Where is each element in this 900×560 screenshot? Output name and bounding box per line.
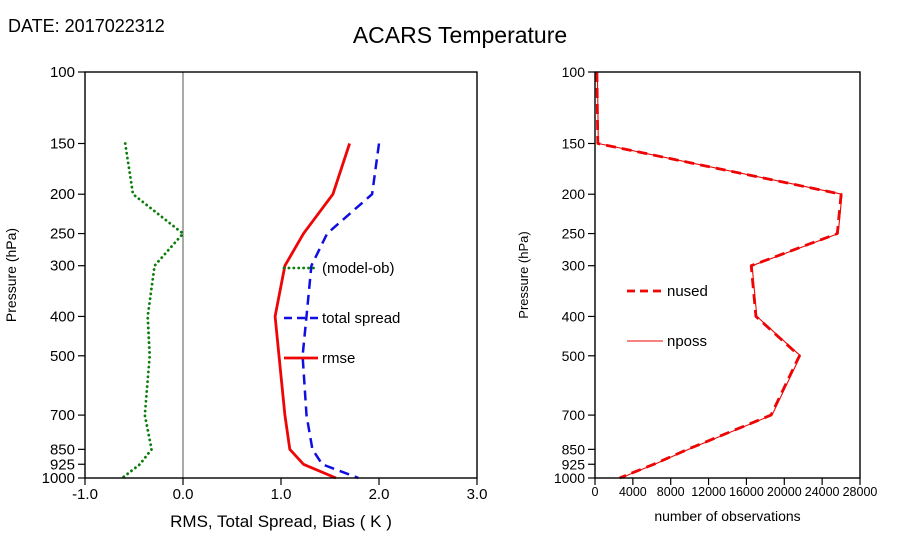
legend-label-model-ob: (model-ob) [322,260,395,277]
x-axis-title: number of observations [654,508,800,524]
y-tick-label: 300 [562,258,586,274]
x-tick-label: 0.0 [173,486,194,503]
x-tick-label: 3.0 [467,486,488,503]
y-tick-label: 200 [562,186,586,202]
date-label: DATE: 2017022312 [8,16,165,36]
y-tick-label: 400 [50,308,75,325]
x-tick-label: 4000 [619,485,647,499]
x-tick-label: 1.0 [271,486,292,503]
y-tick-label: 150 [50,135,75,152]
y-axis-title: Pressure (hPa) [516,231,531,318]
legend-label-nused: nused [667,283,708,300]
x-tick-label: 8000 [657,485,685,499]
series-line-model-ob [120,142,185,480]
x-tick-label: 12000 [691,485,726,499]
plot-frame [594,71,861,479]
legend-label-total-spread: total spread [322,310,400,327]
x-tick-label: 28000 [843,485,878,499]
y-tick-label: 1000 [42,470,75,487]
plot-frame [84,71,478,479]
y-tick-label: 850 [562,441,586,457]
y-tick-label: 100 [562,64,586,80]
y-tick-label: 500 [562,348,586,364]
x-tick-label: 24000 [805,485,840,499]
series-line-nposs [596,71,843,479]
y-tick-label: 925 [50,456,75,473]
figure-title: ACARS Temperature [352,22,568,48]
x-tick-label: 16000 [729,485,764,499]
y-tick-label: 1000 [554,470,585,486]
x-tick-label: 20000 [767,485,802,499]
x-tick-label: 0 [592,485,599,499]
right-panel: 0 4000 8000 12000 16000 20000 24000 28000 100 150… [516,64,877,524]
y-tick-label: 200 [50,186,75,203]
series-line-rmse [273,143,351,480]
y-tick-label: 925 [562,456,586,472]
legend-label-rmse: rmse [322,350,355,367]
legend-label-nposs: nposs [667,333,707,350]
y-tick-label: 100 [50,64,75,81]
y-tick-label: 250 [50,226,75,243]
x-tick-label: 2.0 [369,486,390,503]
y-axis-title: Pressure (hPa) [3,228,19,322]
y-tick-label: 700 [562,407,586,423]
y-tick-label: 250 [562,226,586,242]
series-line-nused [595,71,843,480]
y-tick-label: 300 [50,258,75,275]
left-panel: -1.0 0.0 1.0 2.0 3.0 100 150 200 250 300 400 500 700… [3,64,487,531]
x-axis-title: RMS, Total Spread, Bias ( K ) [170,512,392,531]
y-tick-label: 850 [50,441,75,458]
x-tick-label: -1.0 [72,486,98,503]
series-line-total-spread [301,143,381,480]
y-tick-label: 400 [562,308,586,324]
y-tick-label: 150 [562,135,586,151]
y-tick-label: 500 [50,348,75,365]
y-tick-label: 700 [50,407,75,424]
